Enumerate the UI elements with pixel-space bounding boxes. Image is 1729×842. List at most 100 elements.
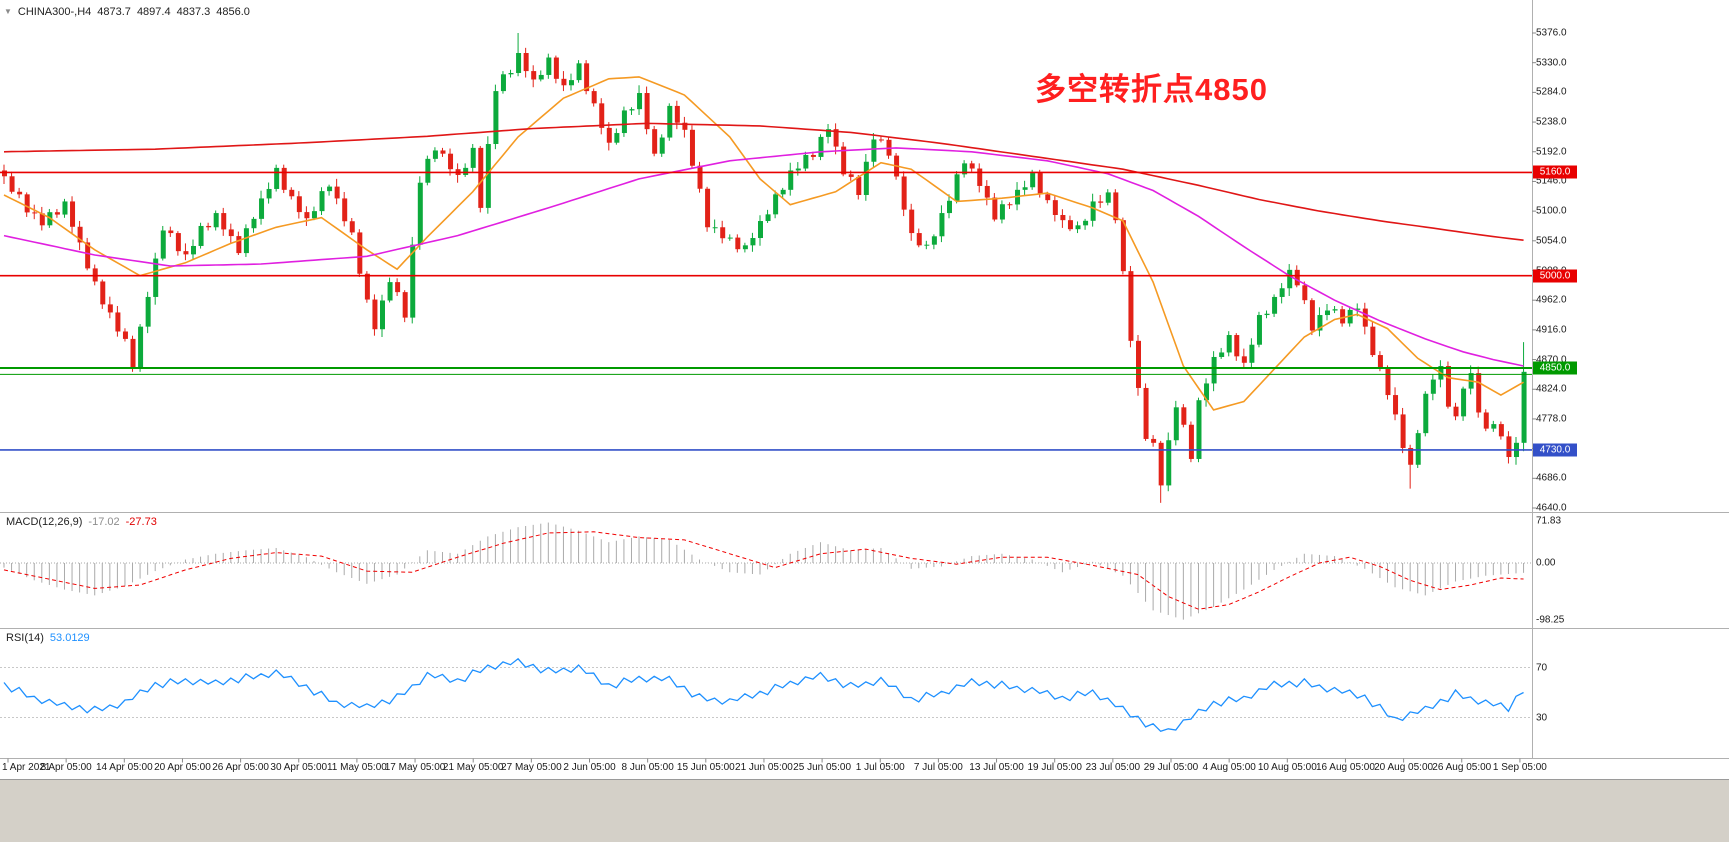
- candle-body: [516, 53, 522, 74]
- rsi-line: [3, 657, 1524, 733]
- candle-body: [1461, 388, 1467, 417]
- candle-body: [538, 74, 544, 80]
- candle-body: [1506, 436, 1512, 458]
- candle-body: [720, 227, 726, 239]
- candle-body: [1377, 355, 1383, 368]
- candle-body: [1256, 315, 1262, 345]
- candle-body: [863, 161, 869, 195]
- candle-body: [168, 230, 174, 234]
- candle-body: [621, 110, 627, 134]
- candle-body: [402, 292, 408, 318]
- candle-body: [591, 91, 597, 104]
- candle-body: [818, 136, 824, 157]
- candle-body: [939, 213, 945, 237]
- candle-body: [311, 211, 317, 219]
- ma-slow-red: [3, 122, 1524, 241]
- candle-body: [916, 233, 922, 246]
- candle-body: [553, 57, 559, 79]
- candle-body: [788, 170, 794, 190]
- candle-body: [1105, 192, 1111, 203]
- candle-body: [1370, 326, 1376, 356]
- candle-body: [289, 189, 295, 197]
- candle-body: [364, 273, 370, 300]
- chart-shift-icon[interactable]: ▼: [4, 7, 12, 16]
- candle-body: [122, 331, 128, 339]
- candle-body: [334, 186, 340, 199]
- candle-body: [674, 105, 680, 123]
- candle-body: [901, 176, 907, 210]
- candle-body: [1332, 309, 1338, 311]
- candle-body: [425, 158, 431, 183]
- candle-body: [500, 74, 506, 92]
- candle-body: [1219, 352, 1225, 357]
- candle-body: [327, 186, 333, 192]
- candle-body: [1196, 400, 1202, 459]
- candle-body: [1302, 285, 1308, 301]
- candle-body: [1060, 214, 1066, 221]
- macd-value-main: -17.02: [88, 516, 120, 528]
- candle-body: [448, 153, 454, 170]
- candle-body: [1030, 173, 1036, 188]
- candle-body: [1022, 187, 1028, 190]
- candle-body: [576, 63, 582, 81]
- candle-body: [175, 233, 181, 252]
- candle-body: [304, 212, 310, 219]
- candle-body: [70, 201, 76, 227]
- candle-body: [153, 258, 159, 297]
- candle-body: [1045, 194, 1051, 201]
- candle-body: [773, 194, 779, 215]
- candle-body: [1415, 433, 1421, 465]
- candle-body: [410, 244, 416, 318]
- candle-body: [281, 167, 287, 190]
- candle-body: [1325, 310, 1330, 316]
- candle-body: [1113, 192, 1119, 221]
- candle-body: [198, 225, 204, 246]
- candle-body: [54, 212, 60, 215]
- symbol-period: CHINA300-,H4: [17, 6, 92, 18]
- candle-body: [349, 221, 355, 233]
- candle-body: [1067, 220, 1073, 230]
- candle-body: [236, 236, 242, 254]
- candle-body: [1264, 313, 1270, 316]
- candle-body: [584, 63, 590, 92]
- candle-body: [750, 238, 756, 246]
- ma-mid-magenta: [3, 147, 1524, 367]
- candle-body: [954, 174, 960, 201]
- candle-body: [1098, 201, 1104, 203]
- candle-body: [1188, 424, 1194, 459]
- candle-body: [62, 201, 68, 215]
- candle-body: [1355, 308, 1361, 310]
- candle-body: [841, 146, 847, 175]
- candle-body: [810, 154, 816, 157]
- candle-body: [107, 304, 113, 313]
- candle-body: [266, 188, 272, 199]
- candle-body: [138, 326, 144, 369]
- candle-body: [130, 338, 136, 369]
- candle-body: [259, 198, 265, 219]
- candle-body: [1309, 300, 1315, 331]
- candle-body: [977, 168, 983, 186]
- candle-body: [24, 194, 30, 213]
- rsi-name: RSI(14): [6, 632, 44, 644]
- candle-body: [1393, 395, 1399, 415]
- candle-body: [485, 144, 491, 208]
- bottom-gray-strip: [0, 779, 1729, 842]
- candle-body: [947, 200, 952, 214]
- candle-body: [221, 213, 227, 230]
- candle-body: [856, 176, 862, 195]
- candle-body: [9, 176, 15, 192]
- candle-body: [274, 167, 280, 189]
- ohlc-close: 4856.0: [216, 6, 250, 18]
- candle-body: [191, 245, 196, 255]
- candle-body: [1340, 309, 1346, 324]
- candle-body: [1158, 442, 1164, 486]
- candle-body: [523, 53, 529, 72]
- candle-body: [1173, 407, 1179, 441]
- rsi-indicator-label: RSI(14) 53.0129: [6, 632, 90, 644]
- candle-body: [417, 182, 423, 245]
- annotation-text[interactable]: 多空转折点4850: [1035, 72, 1268, 107]
- candle-body: [493, 91, 499, 145]
- candle-body: [1120, 220, 1126, 272]
- candle-body: [878, 139, 884, 141]
